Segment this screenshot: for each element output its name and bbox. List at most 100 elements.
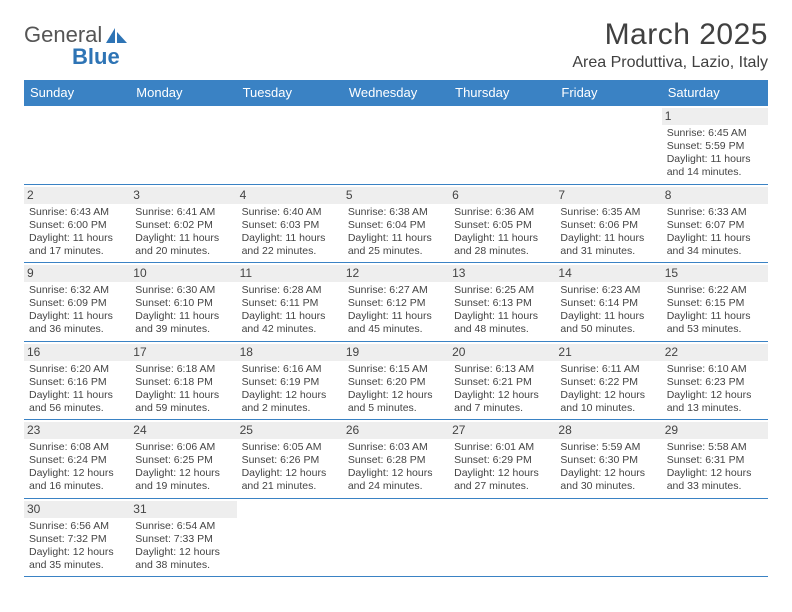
- calendar-cell: 29Sunrise: 5:58 AMSunset: 6:31 PMDayligh…: [662, 420, 768, 499]
- brand-text: General Blue: [24, 24, 128, 68]
- calendar-cell: 5Sunrise: 6:38 AMSunset: 6:04 PMDaylight…: [343, 184, 449, 263]
- sunset-line: Sunset: 6:05 PM: [454, 219, 550, 232]
- day-number: 29: [662, 422, 768, 439]
- title-block: March 2025 Area Produttiva, Lazio, Italy: [572, 18, 768, 72]
- day-info: Sunrise: 6:03 AMSunset: 6:28 PMDaylight:…: [347, 441, 445, 494]
- daylight-line: Daylight: 12 hours and 10 minutes.: [560, 389, 656, 415]
- sunset-line: Sunset: 6:28 PM: [348, 454, 444, 467]
- weekday-header: Thursday: [449, 80, 555, 106]
- daylight-line: Daylight: 12 hours and 19 minutes.: [135, 467, 231, 493]
- sunset-line: Sunset: 6:10 PM: [135, 297, 231, 310]
- day-number: 14: [555, 265, 661, 282]
- calendar-cell: 20Sunrise: 6:13 AMSunset: 6:21 PMDayligh…: [449, 341, 555, 420]
- sunset-line: Sunset: 5:59 PM: [667, 140, 763, 153]
- daylight-line: Daylight: 11 hours and 31 minutes.: [560, 232, 656, 258]
- sunset-line: Sunset: 6:18 PM: [135, 376, 231, 389]
- day-info: Sunrise: 5:59 AMSunset: 6:30 PMDaylight:…: [559, 441, 657, 494]
- sunset-line: Sunset: 6:03 PM: [242, 219, 338, 232]
- daylight-line: Daylight: 11 hours and 28 minutes.: [454, 232, 550, 258]
- daylight-line: Daylight: 11 hours and 39 minutes.: [135, 310, 231, 336]
- day-info: Sunrise: 6:25 AMSunset: 6:13 PMDaylight:…: [453, 284, 551, 337]
- sunset-line: Sunset: 6:11 PM: [242, 297, 338, 310]
- sunrise-line: Sunrise: 5:58 AM: [667, 441, 763, 454]
- sunrise-line: Sunrise: 6:27 AM: [348, 284, 444, 297]
- daylight-line: Daylight: 11 hours and 56 minutes.: [29, 389, 125, 415]
- sail-icon: [104, 26, 128, 44]
- sunset-line: Sunset: 6:15 PM: [667, 297, 763, 310]
- sunset-line: Sunset: 6:22 PM: [560, 376, 656, 389]
- sunset-line: Sunset: 6:09 PM: [29, 297, 125, 310]
- calendar-cell: [24, 106, 130, 185]
- day-info: Sunrise: 6:43 AMSunset: 6:00 PMDaylight:…: [28, 206, 126, 259]
- weekday-header: Saturday: [662, 80, 768, 106]
- calendar-cell: [449, 106, 555, 185]
- calendar-cell: 23 Sunrise: 6:08 AMSunset: 6:24 PMDayligh…: [24, 420, 130, 499]
- sunrise-line: Sunrise: 6:10 AM: [667, 363, 763, 376]
- daylight-line: Daylight: 12 hours and 35 minutes.: [29, 546, 125, 572]
- calendar-cell: 22Sunrise: 6:10 AMSunset: 6:23 PMDayligh…: [662, 341, 768, 420]
- calendar-cell: 8Sunrise: 6:33 AMSunset: 6:07 PMDaylight…: [662, 184, 768, 263]
- calendar-cell: 24Sunrise: 6:06 AMSunset: 6:25 PMDayligh…: [130, 420, 236, 499]
- daylight-line: Daylight: 11 hours and 17 minutes.: [29, 232, 125, 258]
- calendar-cell: [555, 106, 661, 185]
- sunset-line: Sunset: 6:00 PM: [29, 219, 125, 232]
- calendar-cell: [555, 498, 661, 577]
- sunrise-line: Sunrise: 6:45 AM: [667, 127, 763, 140]
- calendar-cell: 9Sunrise: 6:32 AMSunset: 6:09 PMDaylight…: [24, 263, 130, 342]
- day-info: Sunrise: 6:08 AMSunset: 6:24 PMDaylight:…: [28, 441, 126, 494]
- day-number: 15: [662, 265, 768, 282]
- daylight-line: Daylight: 11 hours and 36 minutes.: [29, 310, 125, 336]
- sunrise-line: Sunrise: 6:23 AM: [560, 284, 656, 297]
- sunrise-line: Sunrise: 6:20 AM: [29, 363, 125, 376]
- day-info: Sunrise: 6:45 AMSunset: 5:59 PMDaylight:…: [666, 127, 764, 180]
- day-info: Sunrise: 6:16 AMSunset: 6:19 PMDaylight:…: [241, 363, 339, 416]
- day-info: Sunrise: 6:54 AMSunset: 7:33 PMDaylight:…: [134, 520, 232, 573]
- sunset-line: Sunset: 6:02 PM: [135, 219, 231, 232]
- day-info: Sunrise: 6:22 AMSunset: 6:15 PMDaylight:…: [666, 284, 764, 337]
- day-number: 23: [24, 422, 130, 439]
- daylight-line: Daylight: 11 hours and 22 minutes.: [242, 232, 338, 258]
- daylight-line: Daylight: 12 hours and 2 minutes.: [242, 389, 338, 415]
- day-number: 27: [449, 422, 555, 439]
- sunrise-line: Sunrise: 6:25 AM: [454, 284, 550, 297]
- day-number: 20: [449, 344, 555, 361]
- day-info: Sunrise: 6:27 AMSunset: 6:12 PMDaylight:…: [347, 284, 445, 337]
- day-number: 21: [555, 344, 661, 361]
- sunrise-line: Sunrise: 6:33 AM: [667, 206, 763, 219]
- calendar-row: 2 Sunrise: 6:43 AMSunset: 6:00 PMDaylight…: [24, 184, 768, 263]
- month-title: March 2025: [572, 18, 768, 52]
- calendar-cell: 6Sunrise: 6:36 AMSunset: 6:05 PMDaylight…: [449, 184, 555, 263]
- sunset-line: Sunset: 6:30 PM: [560, 454, 656, 467]
- sunrise-line: Sunrise: 6:54 AM: [135, 520, 231, 533]
- sunset-line: Sunset: 6:19 PM: [242, 376, 338, 389]
- day-number: 2: [24, 187, 130, 204]
- sunrise-line: Sunrise: 6:15 AM: [348, 363, 444, 376]
- day-number: 25: [237, 422, 343, 439]
- daylight-line: Daylight: 12 hours and 30 minutes.: [560, 467, 656, 493]
- calendar-cell: 19Sunrise: 6:15 AMSunset: 6:20 PMDayligh…: [343, 341, 449, 420]
- calendar-cell: 21Sunrise: 6:11 AMSunset: 6:22 PMDayligh…: [555, 341, 661, 420]
- day-number: 16: [24, 344, 130, 361]
- calendar-cell: 15 Sunrise: 6:22 AMSunset: 6:15 PMDayligh…: [662, 263, 768, 342]
- sunrise-line: Sunrise: 6:56 AM: [29, 520, 125, 533]
- day-number: 4: [237, 187, 343, 204]
- day-number: 13: [449, 265, 555, 282]
- day-info: Sunrise: 6:33 AMSunset: 6:07 PMDaylight:…: [666, 206, 764, 259]
- day-info: Sunrise: 6:41 AMSunset: 6:02 PMDaylight:…: [134, 206, 232, 259]
- calendar-cell: 12Sunrise: 6:27 AMSunset: 6:12 PMDayligh…: [343, 263, 449, 342]
- sunset-line: Sunset: 6:20 PM: [348, 376, 444, 389]
- calendar-cell: 25 Sunrise: 6:05 AMSunset: 6:26 PMDayligh…: [237, 420, 343, 499]
- calendar-cell: 26Sunrise: 6:03 AMSunset: 6:28 PMDayligh…: [343, 420, 449, 499]
- sunset-line: Sunset: 6:04 PM: [348, 219, 444, 232]
- sunrise-line: Sunrise: 6:28 AM: [242, 284, 338, 297]
- calendar-cell: 18Sunrise: 6:16 AMSunset: 6:19 PMDayligh…: [237, 341, 343, 420]
- sunset-line: Sunset: 6:29 PM: [454, 454, 550, 467]
- daylight-line: Daylight: 11 hours and 59 minutes.: [135, 389, 231, 415]
- day-number: 17: [130, 344, 236, 361]
- calendar-row: 30Sunrise: 6:56 AMSunset: 7:32 PMDayligh…: [24, 498, 768, 577]
- daylight-line: Daylight: 11 hours and 25 minutes.: [348, 232, 444, 258]
- sunrise-line: Sunrise: 6:03 AM: [348, 441, 444, 454]
- calendar-table: SundayMondayTuesdayWednesdayThursdayFrid…: [24, 80, 768, 577]
- day-info: Sunrise: 6:05 AMSunset: 6:26 PMDaylight:…: [241, 441, 339, 494]
- weekday-header: Wednesday: [343, 80, 449, 106]
